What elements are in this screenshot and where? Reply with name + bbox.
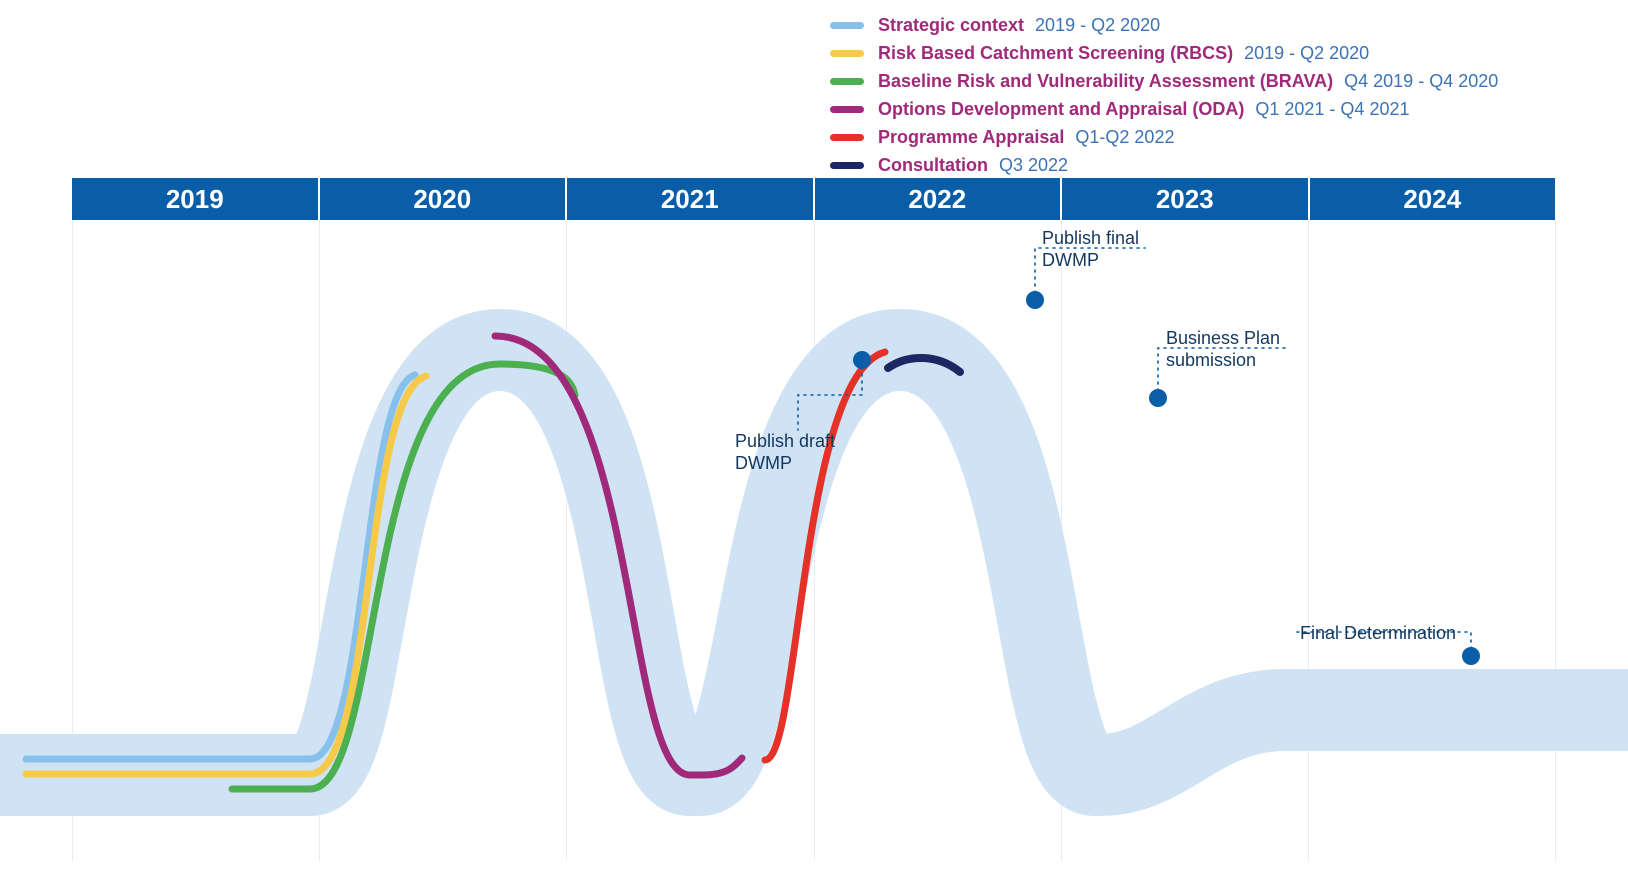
year-cell: 2021	[567, 178, 815, 220]
legend-period: Q1 2021 - Q4 2021	[1250, 99, 1409, 119]
legend-period: 2019 - Q2 2020	[1030, 15, 1160, 35]
legend-swatch	[830, 22, 864, 29]
milestone-label: Final Determination	[1300, 622, 1456, 644]
legend-row: Consultation Q3 2022	[830, 152, 1498, 178]
legend-period: Q4 2019 - Q4 2020	[1339, 71, 1498, 91]
milestone-label: Publish draftDWMP	[735, 430, 835, 474]
legend-row: Options Development and Appraisal (ODA) …	[830, 96, 1498, 122]
year-cell: 2022	[815, 178, 1063, 220]
legend-swatch	[830, 106, 864, 113]
legend: Strategic context 2019 - Q2 2020Risk Bas…	[830, 12, 1498, 180]
legend-swatch	[830, 50, 864, 57]
year-header: 201920202021202220232024	[72, 178, 1555, 220]
legend-label: Options Development and Appraisal (ODA)	[878, 99, 1244, 119]
legend-swatch	[830, 134, 864, 141]
legend-period: 2019 - Q2 2020	[1239, 43, 1369, 63]
legend-label: Strategic context	[878, 15, 1024, 35]
legend-row: Baseline Risk and Vulnerability Assessme…	[830, 68, 1498, 94]
legend-swatch	[830, 78, 864, 85]
milestone-dot	[1026, 291, 1044, 309]
year-cell: 2024	[1310, 178, 1556, 220]
legend-row: Risk Based Catchment Screening (RBCS) 20…	[830, 40, 1498, 66]
legend-label: Baseline Risk and Vulnerability Assessme…	[878, 71, 1333, 91]
road-base	[0, 350, 1628, 775]
year-cell: 2020	[320, 178, 568, 220]
year-cell: 2019	[72, 178, 320, 220]
milestone-label: Business Plansubmission	[1166, 327, 1280, 371]
legend-period: Q1-Q2 2022	[1070, 127, 1174, 147]
legend-label: Risk Based Catchment Screening (RBCS)	[878, 43, 1233, 63]
legend-row: Programme Appraisal Q1-Q2 2022	[830, 124, 1498, 150]
legend-label: Programme Appraisal	[878, 127, 1064, 147]
legend-row: Strategic context 2019 - Q2 2020	[830, 12, 1498, 38]
roadmap-chart	[0, 220, 1628, 860]
legend-period: Q3 2022	[994, 155, 1068, 175]
legend-swatch	[830, 162, 864, 169]
milestone-dot	[1462, 647, 1480, 665]
milestone-dot	[853, 351, 871, 369]
milestone-dot	[1149, 389, 1167, 407]
milestone-label: Publish finalDWMP	[1042, 227, 1139, 271]
year-cell: 2023	[1062, 178, 1310, 220]
legend-label: Consultation	[878, 155, 988, 175]
